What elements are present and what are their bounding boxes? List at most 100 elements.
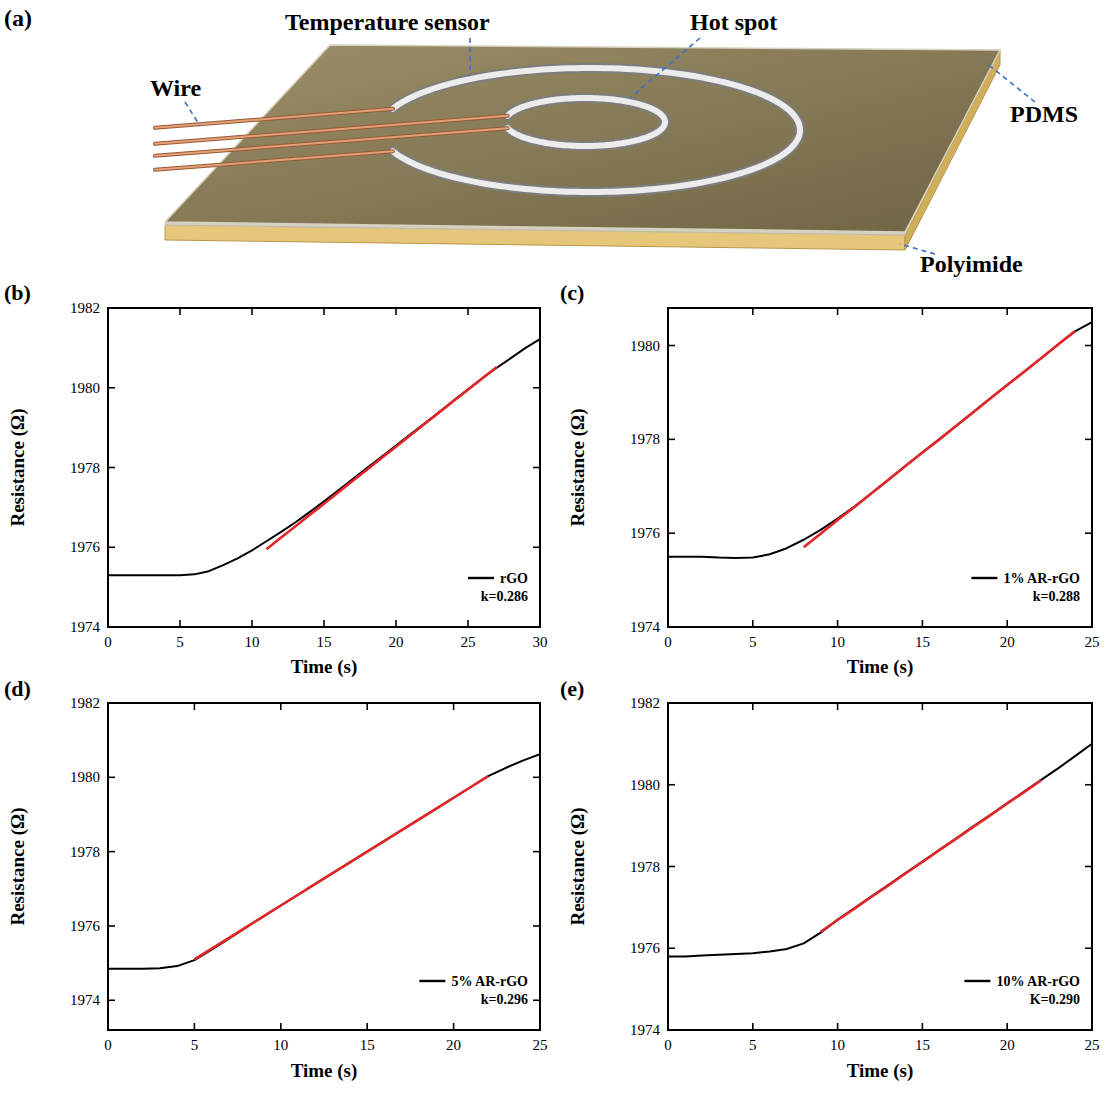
- x-tick: [395, 308, 397, 315]
- x-tick: [752, 620, 754, 627]
- plate-top: [165, 45, 1000, 232]
- x-tick-label: 15: [915, 1037, 930, 1053]
- y-tick: [1085, 1029, 1092, 1031]
- x-tick-label: 5: [749, 1037, 757, 1053]
- y-tick-label: 1980: [70, 769, 100, 785]
- x-tick-label: 15: [317, 634, 332, 650]
- leader-line: [469, 38, 471, 76]
- y-tick: [1085, 439, 1092, 441]
- y-tick: [533, 925, 540, 927]
- y-tick-label: 1974: [70, 619, 101, 635]
- y-tick: [108, 546, 115, 548]
- diagram-label: Hot spot: [690, 9, 777, 35]
- x-tick: [1006, 308, 1008, 315]
- y-tick-label: 1976: [70, 539, 101, 555]
- diagram-label: Polyimide: [920, 251, 1023, 277]
- x-tick: [1006, 703, 1008, 710]
- hotspot-ring-shadow: [508, 98, 665, 146]
- y-axis-title: Resistance (Ω): [7, 807, 29, 925]
- diagram-label: PDMS: [1010, 101, 1078, 127]
- y-tick: [668, 866, 675, 868]
- y-tick: [108, 999, 115, 1001]
- x-tick: [194, 703, 196, 710]
- y-tick-label: 1978: [630, 431, 660, 447]
- x-tick-label: 10: [273, 1037, 288, 1053]
- x-tick: [1091, 703, 1093, 710]
- data-line: [108, 754, 540, 968]
- x-tick: [539, 1023, 541, 1030]
- y-tick-label: 1978: [70, 460, 100, 476]
- y-tick: [108, 467, 115, 469]
- y-tick-label: 1980: [70, 380, 100, 396]
- x-tick-label: 10: [830, 1037, 845, 1053]
- x-tick-label: 0: [104, 634, 112, 650]
- x-tick-label: 25: [1085, 1037, 1100, 1053]
- fit-line: [266, 367, 496, 549]
- y-axis-title: Resistance (Ω): [567, 408, 589, 526]
- x-tick: [179, 308, 181, 315]
- x-tick-label: 5: [176, 634, 184, 650]
- y-tick: [533, 467, 540, 469]
- x-tick-label: 20: [389, 634, 404, 650]
- y-tick-label: 1974: [70, 992, 101, 1008]
- wire: [155, 116, 508, 144]
- plot-area: [108, 339, 540, 575]
- figure: (a)WireTemperature sensorHot spotPDMSPol…: [0, 0, 1113, 1105]
- diagram-label: Wire: [150, 75, 201, 101]
- legend-swatch: [971, 577, 997, 579]
- x-tick: [837, 703, 839, 710]
- panel-label: (b): [4, 280, 31, 305]
- y-tick: [1085, 866, 1092, 868]
- plot-area: [668, 322, 1092, 558]
- y-tick: [668, 345, 675, 347]
- y-tick: [533, 702, 540, 704]
- x-tick: [752, 308, 754, 315]
- diagram-label: Temperature sensor: [285, 9, 490, 35]
- x-tick-label: 25: [1085, 634, 1100, 650]
- x-tick: [107, 308, 109, 315]
- x-tick-label: 25: [533, 1037, 548, 1053]
- chart: 051015202519741976197819801982Time (s)Re…: [560, 676, 1100, 1082]
- y-tick: [533, 546, 540, 548]
- y-tick: [1085, 784, 1092, 786]
- y-tick: [108, 702, 115, 704]
- y-tick-label: 1980: [630, 338, 660, 354]
- x-tick: [922, 308, 924, 315]
- x-tick: [251, 308, 253, 315]
- x-tick: [194, 1023, 196, 1030]
- y-tick: [1085, 532, 1092, 534]
- y-tick: [533, 851, 540, 853]
- y-tick: [108, 387, 115, 389]
- legend-swatch: [964, 980, 990, 982]
- x-tick-label: 5: [191, 1037, 199, 1053]
- y-tick-label: 1980: [630, 777, 660, 793]
- y-tick: [108, 925, 115, 927]
- x-tick: [366, 1023, 368, 1030]
- x-tick: [107, 703, 109, 710]
- plot-frame: [108, 703, 540, 1030]
- legend-swatch: [468, 577, 494, 579]
- fit-line: [194, 776, 488, 959]
- y-tick-label: 1982: [630, 695, 660, 711]
- x-tick: [539, 703, 541, 710]
- x-tick: [1091, 1023, 1093, 1030]
- x-tick: [922, 1023, 924, 1030]
- legend-label: 1% AR-rGO: [1003, 571, 1080, 586]
- schematic: (a)WireTemperature sensorHot spotPDMSPol…: [4, 5, 1078, 277]
- y-tick: [668, 532, 675, 534]
- x-tick-label: 25: [461, 634, 476, 650]
- wire: [155, 151, 393, 170]
- x-tick: [179, 620, 181, 627]
- y-tick: [668, 626, 675, 628]
- y-tick: [668, 702, 675, 704]
- annotation: k=0.286: [481, 589, 528, 604]
- legend-label: rGO: [500, 571, 528, 586]
- x-tick: [667, 1023, 669, 1030]
- fit-line: [804, 331, 1075, 547]
- wire-shadow: [155, 151, 393, 170]
- x-tick: [1091, 308, 1093, 315]
- y-tick-label: 1978: [70, 844, 100, 860]
- legend: 5% AR-rGOk=0.296: [419, 974, 528, 1007]
- y-tick: [108, 777, 115, 779]
- chart: 051015202519741976197819801982Time (s)Re…: [4, 676, 548, 1082]
